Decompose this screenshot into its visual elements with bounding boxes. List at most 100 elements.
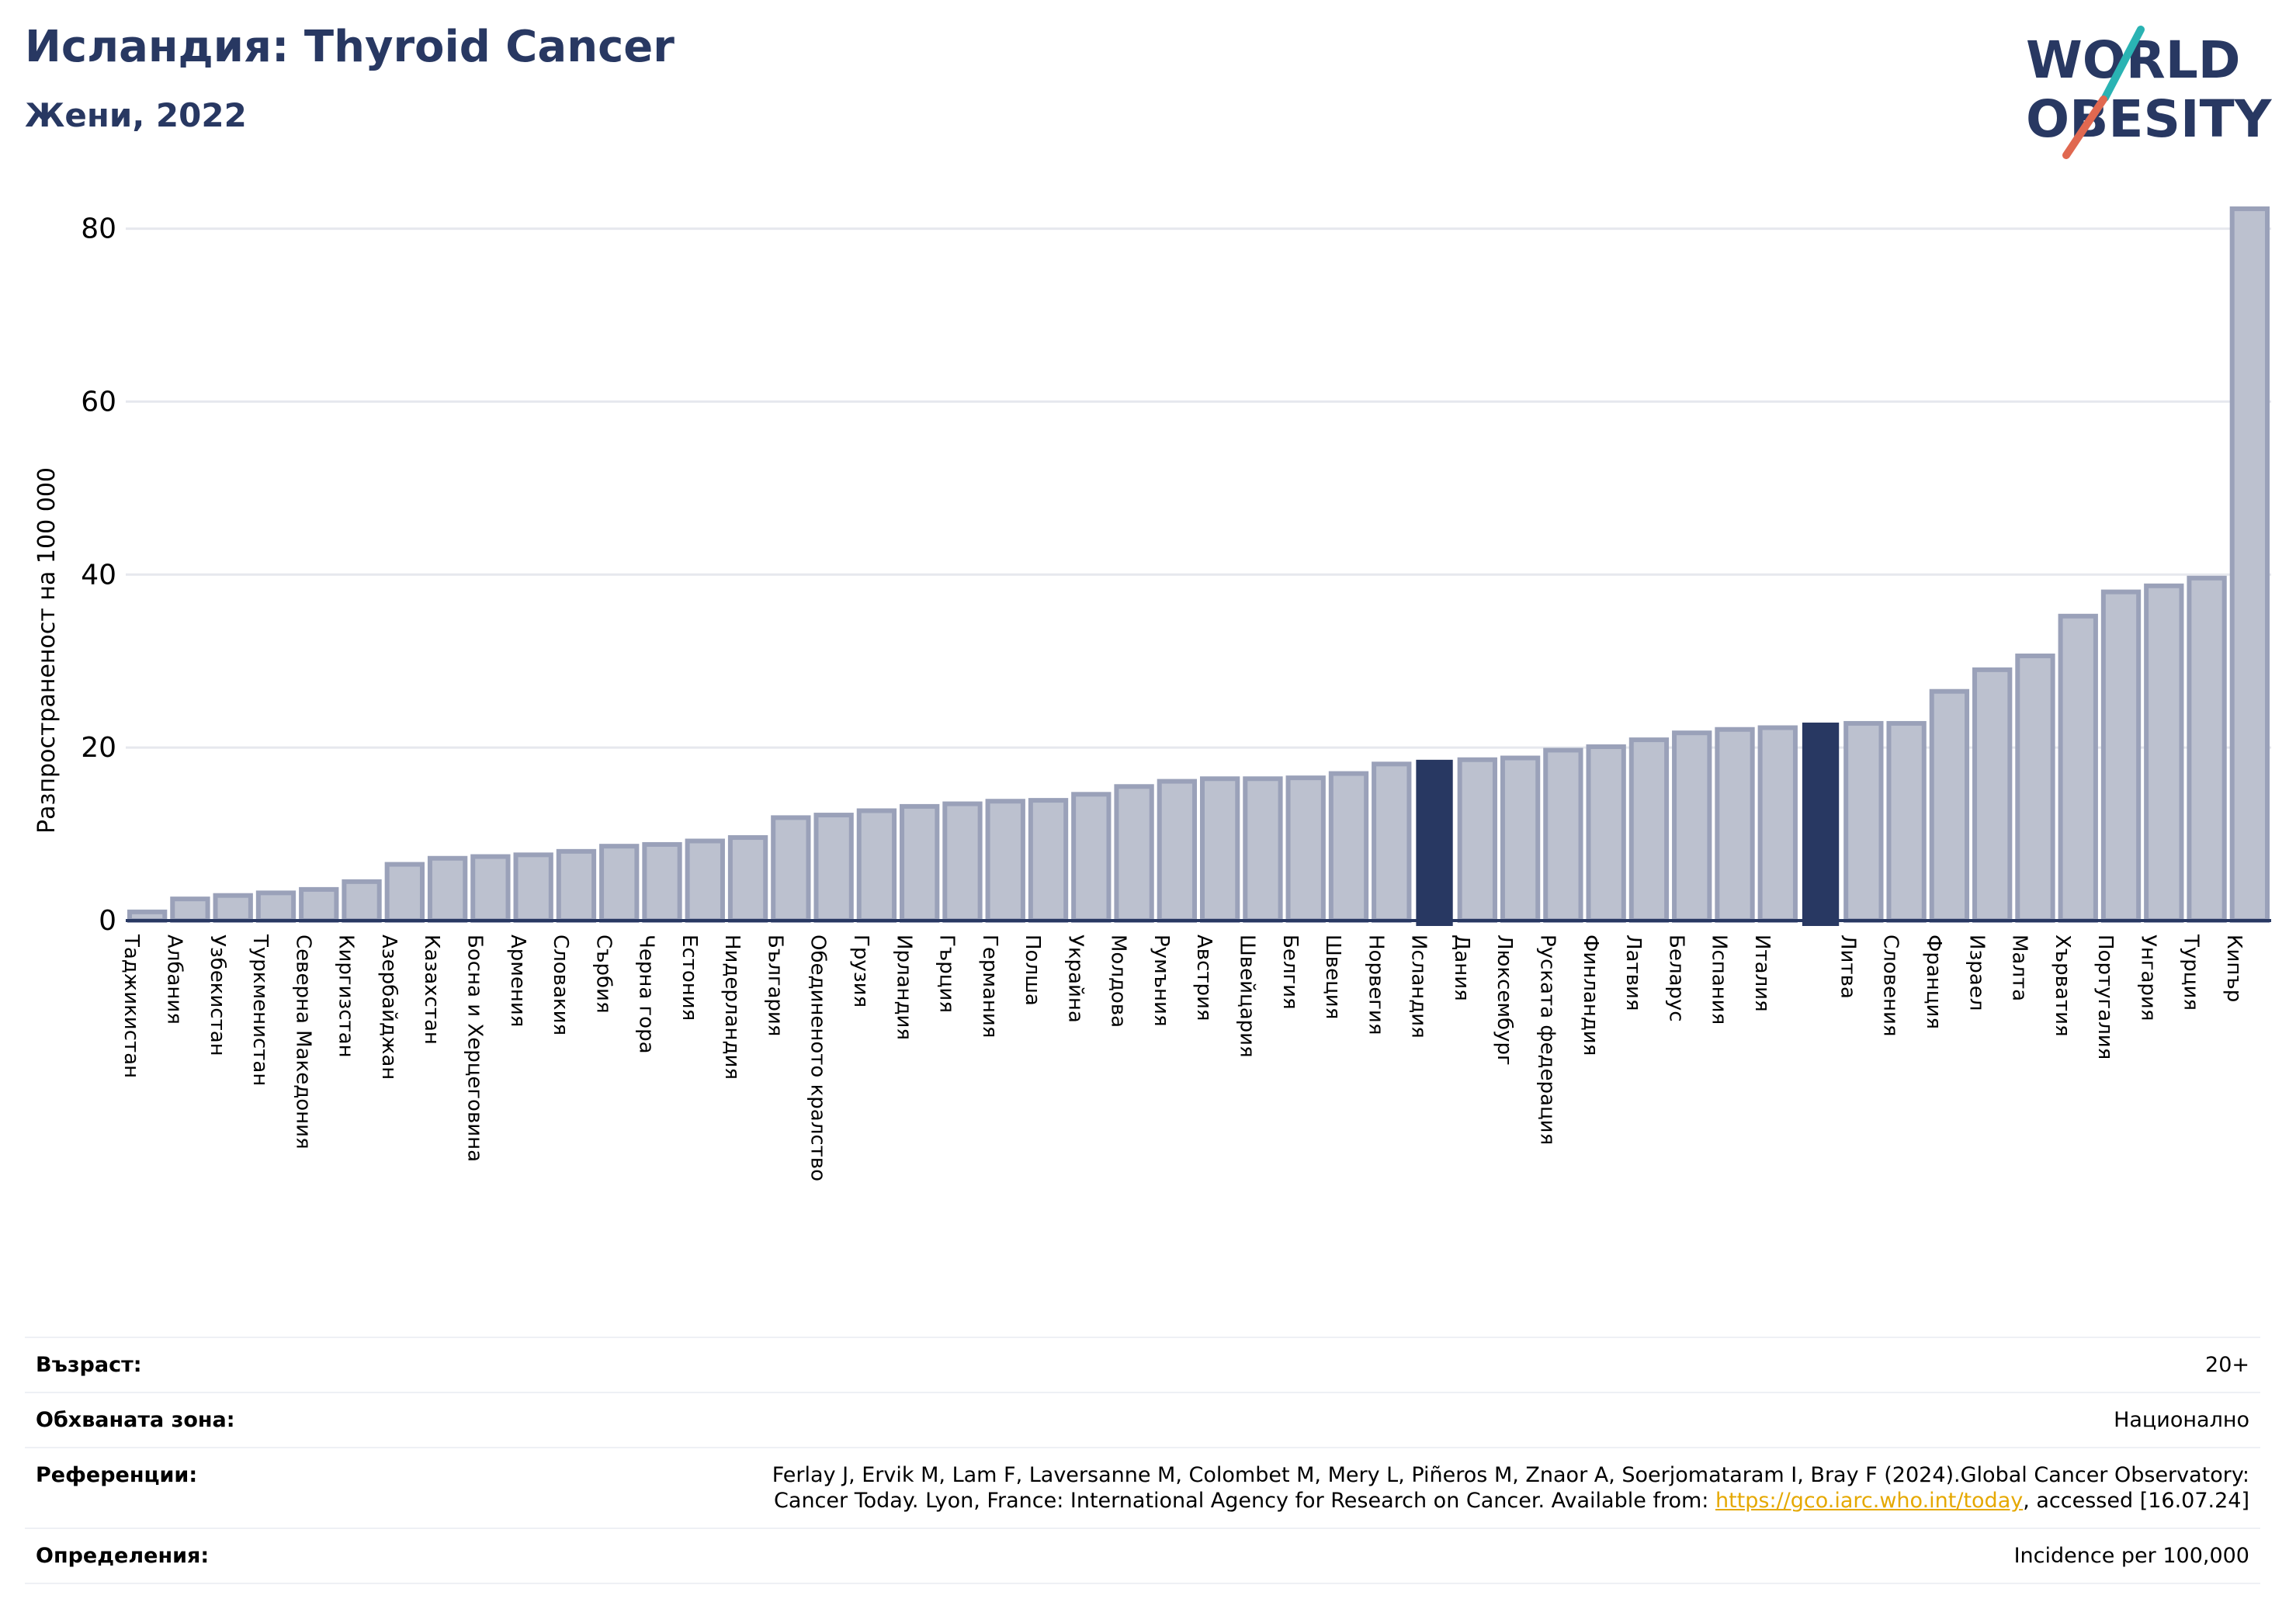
bar [942,801,983,923]
bar [556,848,597,923]
x-tick-label: Украйна [1063,935,1087,1023]
x-tick-label: Малта [2008,935,2031,1001]
x-tick-label: Босна и Херцеговина [463,935,486,1162]
definitions-label: Определения: [36,1544,210,1568]
bar [1972,667,2013,923]
bar [1500,755,1541,923]
x-tick-label: Австрия [1192,935,1216,1021]
chart-subtitle: Жени, 2022 [25,96,247,134]
x-tick-label: Исландия [1407,935,1431,1039]
logo-slash-coral [2062,95,2107,159]
definitions-value: Incidence per 100,000 [2013,1544,2249,1568]
x-tick-label: Кипър [2222,935,2246,1002]
bar-chart: 0 20 40 60 80 Таджикистан Албания Узбекистан Ту… [33,206,2271,1181]
bar [513,852,553,923]
x-tick-label: Северна Македония [291,935,314,1150]
gridlines [126,227,2271,749]
x-tick-label: Норвегия [1364,935,1387,1035]
bar [2058,613,2098,923]
x-tick-label: Обединеното кралство [806,935,830,1181]
bar [1929,688,1970,923]
x-tick-label: Люксембург [1493,935,1516,1066]
bar [1243,776,1283,923]
x-tick-label: Узбекистан [206,935,229,1056]
bar [1672,730,1712,924]
y-tick-label: 40 [81,559,116,591]
bar [856,808,897,923]
x-tick-label: Руската федерация [1535,935,1559,1145]
bar [342,879,382,923]
x-tick-label: Словакия [549,935,572,1035]
x-tick-label: Казахстан [420,935,443,1045]
x-tick-label: Ирландия [892,935,915,1040]
x-tick-label: Швейцария [1236,935,1259,1058]
bar [2187,575,2227,923]
bar [1028,798,1069,923]
references-line1: Ferlay J, Ervik M, Lam F, Laversanne M, … [772,1463,2249,1487]
bar [1586,744,1626,923]
age-value: 20+ [2205,1353,2249,1377]
x-tick-labels: Таджикистан Албания Узбекистан Туркменистан… [120,934,2246,1181]
y-tick-label: 0 [99,905,116,937]
bar [384,862,425,923]
bar [2015,654,2055,923]
x-tick-label: Турция [2180,934,2203,1011]
bar [299,886,339,924]
references-line2-prefix: Cancer Today. Lyon, France: Internationa… [774,1489,1715,1513]
bar [213,893,253,924]
x-tick-label: Молдова [1107,935,1130,1028]
bar [1802,722,1840,926]
bar [1543,747,1583,923]
footer-row-references: Референции: Ferlay J, Ervik M, Lam F, La… [25,1447,2260,1528]
bar [1757,725,1798,923]
logo-slash-teal [2101,26,2145,102]
coverage-value: Национално [2114,1408,2249,1432]
bar [1843,720,1884,924]
bar [727,835,768,923]
x-tick-label: Белгия [1278,935,1302,1010]
bar [1157,779,1198,923]
references-value: Ferlay J, Ervik M, Lam F, Laversanne M, … [772,1462,2249,1514]
references-link[interactable]: https://gco.iarc.who.int/today [1715,1489,2024,1513]
x-tick-label: Хърватия [2051,935,2074,1037]
bar [1071,792,1112,923]
x-tick-label: Полша [1021,935,1044,1006]
x-tick-label: Дания [1450,935,1473,1001]
chart-footer: Възраст: 20+ Обхваната зона: Национално … [25,1337,2260,1584]
logo-line2: OBESITY [2026,89,2273,149]
footer-row-coverage: Обхваната зона: Национално [25,1392,2260,1447]
bar [470,854,511,923]
x-tick-label: Германия [978,935,1001,1038]
bar [1886,720,1927,924]
x-tick-label: Албания [163,935,186,1025]
footer-row-definitions: Определения: Incidence per 100,000 [25,1528,2260,1584]
x-tick-label: Туркменистан [248,934,272,1086]
coverage-label: Обхваната зона: [36,1408,235,1432]
bars [127,206,2270,926]
x-tick-label: Израел [1965,935,1988,1011]
footer-row-age: Възраст: 20+ [25,1337,2260,1392]
bar [1372,761,1412,923]
x-tick-label: Италия [1750,935,1774,1012]
x-tick-label: Словения [1879,935,1902,1037]
x-tick-label: Литва [1836,935,1859,999]
x-tick-label: Испания [1708,935,1731,1025]
bar [985,799,1025,923]
x-tick-label: Азербайджан [377,935,401,1080]
age-label: Възраст: [36,1353,142,1377]
bar [2229,206,2270,923]
x-tick-label: Румъния [1150,935,1173,1027]
y-tick-label: 60 [81,386,116,418]
x-tick-label: Гърция [935,935,959,1013]
references-label: Референции: [36,1463,198,1487]
bar [170,896,210,924]
bar [599,844,640,924]
y-tick-labels: 0 20 40 60 80 [81,213,116,937]
references-line2-suffix: , accessed [16.07.24] [2023,1489,2249,1513]
bar [685,838,725,923]
bar [900,803,940,924]
x-tick-label: Португалия [2093,935,2117,1059]
x-tick-label: Латвия [1621,935,1645,1011]
x-tick-label: Грузия [849,935,872,1007]
x-tick-label: България [763,935,786,1036]
